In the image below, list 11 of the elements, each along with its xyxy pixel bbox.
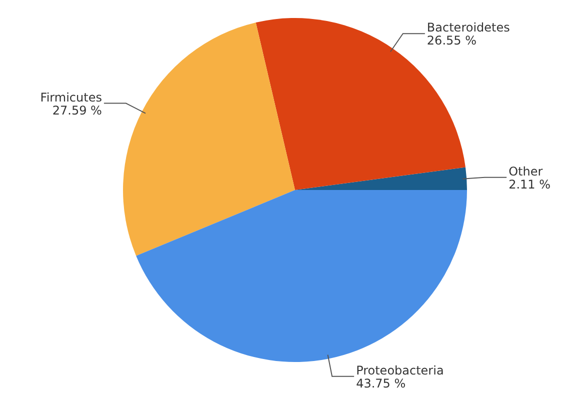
slice-label: Firmicutes	[40, 90, 102, 104]
pie-slice	[136, 190, 467, 362]
pie-slice	[123, 22, 295, 256]
pie-slice	[295, 167, 467, 190]
slice-label: Bacteroidetes	[426, 20, 510, 35]
slice-label: Other	[508, 164, 543, 178]
data-label: 2.11 %	[508, 177, 551, 192]
data-label: 27.59 %	[52, 103, 102, 118]
data-label: 26.55 %	[426, 34, 477, 48]
slice-label: Proteobacteria	[356, 363, 444, 378]
data-label: 43.75 %	[356, 376, 406, 390]
